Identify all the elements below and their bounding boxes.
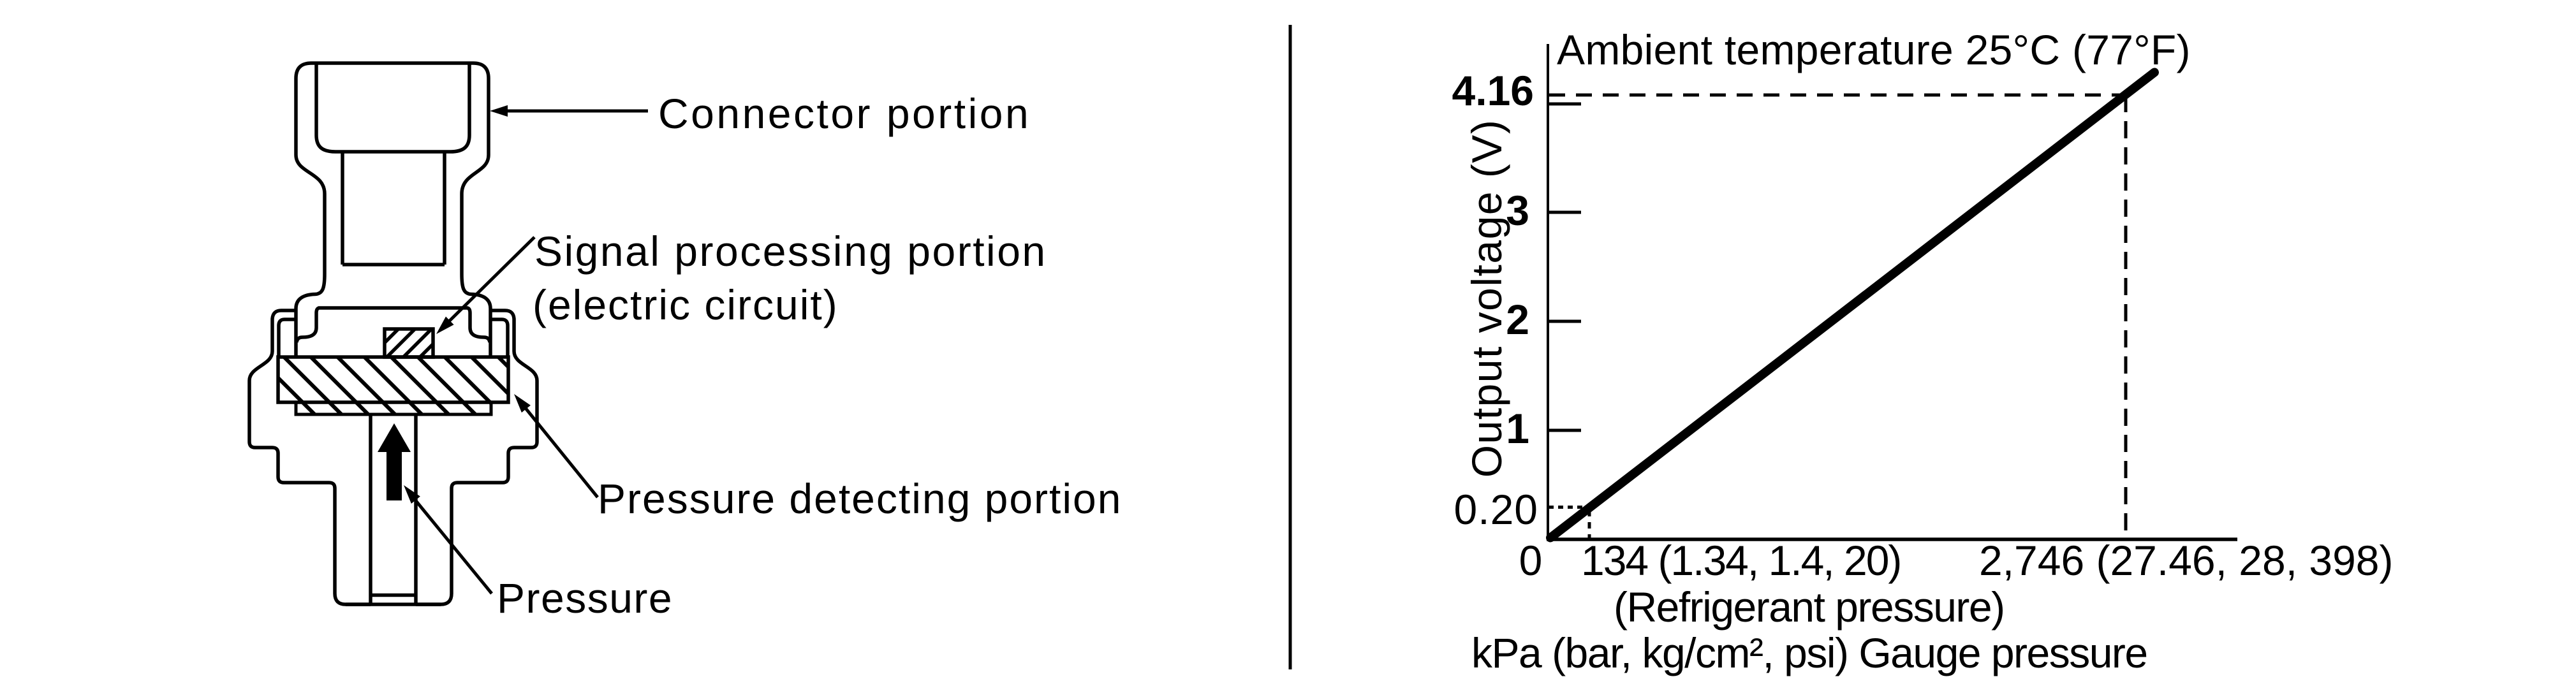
svg-text:(electric circuit): (electric circuit) xyxy=(533,281,839,328)
svg-text:Signal processing portion: Signal processing portion xyxy=(534,228,1047,275)
svg-text:Output voltage (V): Output voltage (V) xyxy=(1463,119,1510,478)
svg-text:4.16: 4.16 xyxy=(1452,67,1534,114)
svg-text:0: 0 xyxy=(1519,537,1543,584)
svg-text:2,746 (27.46, 28, 398): 2,746 (27.46, 28, 398) xyxy=(1979,537,2394,584)
svg-text:Pressure detecting portion: Pressure detecting portion xyxy=(598,475,1122,522)
svg-text:Pressure: Pressure xyxy=(497,574,673,622)
svg-text:Connector portion: Connector portion xyxy=(658,90,1031,137)
svg-text:134 (1.34, 1.4, 20): 134 (1.34, 1.4, 20) xyxy=(1581,537,1901,584)
svg-text:Ambient temperature 25°C (77°F: Ambient temperature 25°C (77°F) xyxy=(1557,26,2191,73)
svg-text:1: 1 xyxy=(1506,405,1529,452)
svg-text:2: 2 xyxy=(1506,296,1529,343)
svg-text:(Refrigerant pressure): (Refrigerant pressure) xyxy=(1614,583,2005,631)
svg-text:3: 3 xyxy=(1506,187,1529,234)
svg-text:kPa (bar, kg/cm², psi) Gauge p: kPa (bar, kg/cm², psi) Gauge pressure xyxy=(1471,629,2147,676)
svg-text:0.20: 0.20 xyxy=(1454,486,1538,533)
